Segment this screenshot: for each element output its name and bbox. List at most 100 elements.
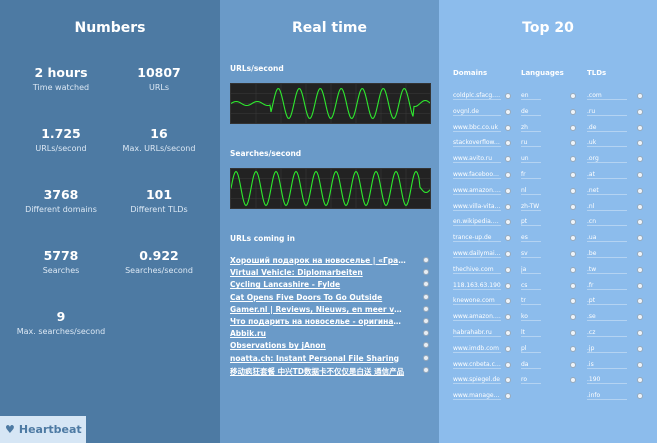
language-item-label[interactable]: sv <box>521 250 541 258</box>
domain-item[interactable]: 118.163.63.190 <box>453 282 517 298</box>
language-item[interactable]: ru <box>521 139 581 155</box>
tld-item-label[interactable]: .cz <box>587 329 627 337</box>
tld-item[interactable]: .info <box>587 392 647 408</box>
language-item-label[interactable]: da <box>521 361 541 369</box>
domain-item[interactable]: trance-up.de <box>453 234 517 250</box>
tld-item[interactable]: .ru <box>587 108 647 124</box>
tld-item-label[interactable]: .tw <box>587 266 627 274</box>
language-item[interactable]: es <box>521 234 581 250</box>
language-item-label[interactable]: pt <box>521 218 541 227</box>
language-item-label[interactable]: lt <box>521 329 541 337</box>
url-link[interactable]: Cycling Lancashire - Fylde <box>230 280 341 290</box>
url-link[interactable]: Gamer.nl | Reviews, Nieuws, en meer van … <box>230 304 406 314</box>
language-item[interactable]: nl <box>521 187 581 203</box>
language-item[interactable]: ko <box>521 313 581 329</box>
tld-item-label[interactable]: .nl <box>587 203 627 211</box>
tld-item-label[interactable]: .fr <box>587 282 627 290</box>
url-item[interactable]: Хороший подарок на новоселье | «Гранд По… <box>230 256 429 268</box>
domain-item[interactable]: coldplc.sfacg.com <box>453 92 517 108</box>
language-item[interactable]: pt <box>521 218 581 234</box>
language-item[interactable]: zh <box>521 124 581 140</box>
domain-item[interactable]: www.avito.ru <box>453 155 517 171</box>
domain-item-label[interactable]: www.cnbeta.com <box>453 360 501 369</box>
language-item[interactable]: lt <box>521 329 581 345</box>
url-link[interactable]: noatta.ch: Instant Personal File Sharing <box>230 353 400 363</box>
domain-item[interactable]: www.villa-vita.de <box>453 203 517 219</box>
url-item[interactable]: noatta.ch: Instant Personal File Sharing <box>230 354 429 366</box>
language-item-label[interactable]: fr <box>521 171 541 179</box>
domain-item[interactable]: habrahabr.ru <box>453 329 517 345</box>
url-link[interactable]: Хороший подарок на новоселье | «Гранд По… <box>230 256 406 265</box>
domain-item[interactable]: www.cnbeta.com <box>453 361 517 377</box>
tld-item-label[interactable]: .org <box>587 155 627 164</box>
language-item[interactable]: pl <box>521 345 581 361</box>
language-item[interactable]: un <box>521 155 581 171</box>
language-item[interactable]: ro <box>521 376 581 392</box>
language-item[interactable]: cs <box>521 282 581 298</box>
url-link[interactable]: Virtual Vehicle: Diplomarbeiten <box>230 268 363 278</box>
domain-item-label[interactable]: ovgnl.de <box>453 108 501 116</box>
url-link[interactable]: Abbik.ru <box>230 329 266 339</box>
language-item[interactable]: sv <box>521 250 581 266</box>
url-item[interactable]: 移动疯狂套餐 中兴TD数据卡不仅仅是白送 通信产品 <box>230 366 429 378</box>
tld-item[interactable]: .fr <box>587 282 647 298</box>
language-item-label[interactable]: zh <box>521 124 541 132</box>
language-item[interactable]: en <box>521 92 581 108</box>
tld-item[interactable]: .jp <box>587 345 647 361</box>
tld-item-label[interactable]: .190 <box>587 376 627 385</box>
tld-item[interactable]: .190 <box>587 376 647 392</box>
language-item-label[interactable]: tr <box>521 297 541 306</box>
domain-item-label[interactable]: knewone.com <box>453 297 501 306</box>
language-item-label[interactable]: ko <box>521 313 541 322</box>
tld-item-label[interactable]: .be <box>587 250 627 258</box>
language-item-label[interactable]: ru <box>521 139 541 148</box>
domain-item-label[interactable]: www.amazon.com <box>453 313 501 322</box>
tld-item-label[interactable]: .net <box>587 187 627 195</box>
domain-item-label[interactable]: trance-up.de <box>453 234 501 243</box>
domain-item-label[interactable]: habrahabr.ru <box>453 329 501 337</box>
url-link[interactable]: Что подарить на новоселье - оригинальные… <box>230 316 406 326</box>
domain-item-label[interactable]: coldplc.sfacg.com <box>453 92 501 100</box>
domain-item-label[interactable]: www.facebook.com <box>453 171 501 179</box>
language-item-label[interactable]: ro <box>521 376 541 385</box>
language-item[interactable]: ja <box>521 266 581 282</box>
url-item[interactable]: Observations by jAnon <box>230 341 429 353</box>
tld-item[interactable]: .uk <box>587 139 647 155</box>
url-item[interactable]: Что подарить на новоселье - оригинальные… <box>230 317 429 329</box>
domain-item[interactable]: stackoverflow.com <box>453 139 517 155</box>
domain-item[interactable]: www.facebook.com <box>453 171 517 187</box>
domain-item-label[interactable]: www.villa-vita.de <box>453 202 501 211</box>
tld-item[interactable]: .be <box>587 250 647 266</box>
url-link[interactable]: 移动疯狂套餐 中兴TD数据卡不仅仅是白送 通信产品 <box>230 366 405 376</box>
domain-item[interactable]: www.spiegel.de <box>453 376 517 392</box>
url-link[interactable]: Cat Opens Five Doors To Go Outside <box>230 292 383 302</box>
language-item-label[interactable]: nl <box>521 187 541 195</box>
tld-item[interactable]: .com <box>587 92 647 108</box>
language-item[interactable]: tr <box>521 297 581 313</box>
language-item[interactable]: da <box>521 361 581 377</box>
heartbeat-logo[interactable]: ♥ Heartbeat <box>0 416 86 443</box>
domain-item-label[interactable]: www.manager.com <box>453 392 501 401</box>
domain-item-label[interactable]: www.dailymail.co.uk <box>453 250 501 258</box>
tld-item-label[interactable]: .info <box>587 392 627 401</box>
tld-item-label[interactable]: .com <box>587 92 627 100</box>
tld-item-label[interactable]: .de <box>587 124 627 132</box>
domain-item[interactable]: www.manager.com <box>453 392 517 408</box>
language-item-label[interactable]: es <box>521 234 541 243</box>
tld-item[interactable]: .cn <box>587 218 647 234</box>
domain-item-label[interactable]: www.amazon.de <box>453 186 501 195</box>
url-link[interactable]: Observations by jAnon <box>230 341 326 351</box>
domain-item-label[interactable]: www.avito.ru <box>453 155 501 164</box>
url-item[interactable]: Cat Opens Five Doors To Go Outside <box>230 293 429 305</box>
tld-item-label[interactable]: .ua <box>587 234 627 243</box>
tld-item[interactable]: .cz <box>587 329 647 345</box>
domain-item-label[interactable]: en.wikipedia.org <box>453 218 501 227</box>
tld-item[interactable]: .net <box>587 187 647 203</box>
domain-item[interactable]: ovgnl.de <box>453 108 517 124</box>
tld-item[interactable]: .nl <box>587 203 647 219</box>
tld-item[interactable]: .de <box>587 124 647 140</box>
tld-item-label[interactable]: .pt <box>587 297 627 306</box>
language-item-label[interactable]: cs <box>521 282 541 290</box>
tld-item-label[interactable]: .jp <box>587 345 627 353</box>
tld-item-label[interactable]: .se <box>587 313 627 322</box>
